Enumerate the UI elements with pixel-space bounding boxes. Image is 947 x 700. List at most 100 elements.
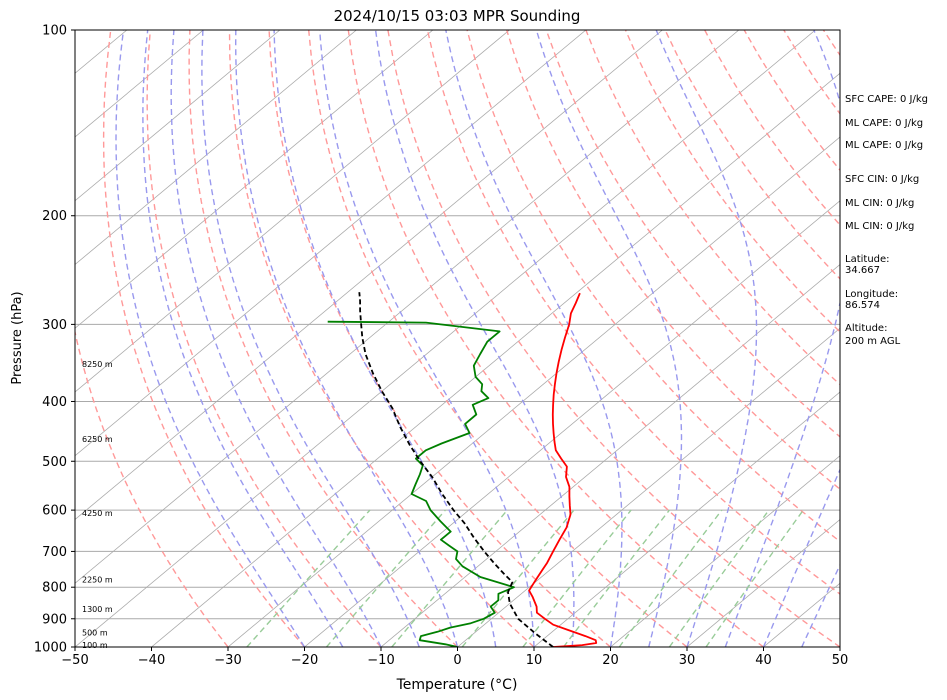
sfc-cin-label: SFC CIN: 0 J/kg [845, 174, 919, 185]
height-label: 2250 m [82, 576, 113, 585]
mixing-ratio-line [705, 509, 804, 647]
isotherm-line [75, 30, 587, 457]
isotherm-line [151, 72, 840, 647]
y-tick-label: 700 [42, 545, 67, 560]
dry-adiabat-line [347, 30, 764, 647]
moist-adiabat-line [234, 30, 459, 647]
height-label: 6250 m [82, 435, 113, 444]
x-axis: −50 −40 −30 −20 −10 0 10 20 30 40 50 [61, 647, 848, 668]
ml-cin-label-1: ML CIN: 0 J/kg [845, 198, 914, 209]
background-lines [75, 30, 947, 647]
moist-adiabat-line [374, 30, 575, 647]
isotherm-line [75, 30, 663, 521]
data-series [327, 292, 598, 647]
isotherm-line [75, 30, 281, 202]
isotherm-line [686, 518, 840, 647]
isotherm-line [380, 263, 840, 647]
moist-adiabat-line [535, 30, 683, 647]
dry-adiabat-line [268, 30, 611, 647]
dry-adiabat-line [942, 30, 947, 647]
dry-adiabat-line [387, 30, 840, 647]
dry-adiabat-line [188, 30, 458, 647]
dry-adiabat-line [228, 30, 535, 647]
y-tick-label: 500 [42, 455, 67, 470]
dry-adiabat-line [102, 30, 306, 647]
y-tick-label: 300 [42, 318, 67, 333]
x-tick-label: 20 [602, 653, 619, 668]
mixing-ratio-line [562, 509, 670, 647]
mixing-ratio-line [391, 509, 508, 647]
mixing-ratio-line [461, 509, 575, 647]
x-tick-label: 0 [453, 653, 461, 668]
isotherm-line [75, 30, 357, 266]
y-tick-label: 1000 [34, 641, 67, 656]
height-label: 1300 m [82, 605, 113, 614]
longitude-label: Longitude: [845, 289, 898, 300]
x-tick-label: 10 [526, 653, 543, 668]
y-axis: 1000 900 800 700 600 500 400 300 200 100 [34, 24, 75, 656]
y-tick-label: 900 [42, 612, 67, 627]
ml-cape-label-2: ML CAPE: 0 J/kg [845, 140, 923, 151]
moist-adiabat-line [142, 30, 344, 647]
height-labels: 100 m 500 m 1300 m 2250 m 4250 m 6250 m 8250 m [82, 360, 113, 650]
x-tick-label: 40 [755, 653, 772, 668]
moist-adiabat-line [273, 30, 497, 647]
isotherm-line [227, 136, 840, 647]
sfc-cape-label: SFC CAPE: 0 J/kg [845, 94, 928, 105]
latitude-label: Latitude: [845, 254, 890, 265]
height-label: 500 m [82, 629, 108, 638]
dry-adiabat-line [75, 328, 229, 647]
x-tick-label: −30 [214, 653, 241, 668]
dry-adiabat-line [308, 30, 688, 647]
latitude-value: 34.667 [845, 265, 880, 276]
x-axis-label: Temperature (°C) [396, 677, 518, 693]
x-tick-label: −10 [367, 653, 394, 668]
x-tick-label: −20 [291, 653, 318, 668]
sidebar-info: SFC CAPE: 0 J/kg ML CAPE: 0 J/kg ML CAPE… [845, 94, 928, 347]
parcel-profile [358, 292, 554, 647]
moist-adiabat-line [170, 30, 382, 647]
y-tick-label: 400 [42, 395, 67, 410]
mixing-ratio-line [325, 509, 446, 647]
x-tick-label: 50 [832, 653, 849, 668]
dry-adiabat-line [426, 30, 840, 595]
isotherm-line [75, 30, 204, 138]
height-label: 8250 m [82, 360, 113, 369]
y-tick-label: 200 [42, 209, 67, 224]
x-tick-label: 30 [679, 653, 696, 668]
mixing-ratio-line [522, 509, 632, 647]
isotherm-line [75, 30, 816, 647]
isotherm-line [304, 200, 840, 647]
dry-adiabat-line [506, 30, 840, 491]
moist-adiabat-line [115, 30, 306, 647]
altitude-value: 200 m AGL [845, 336, 901, 347]
ml-cin-label-2: ML CIN: 0 J/kg [845, 221, 914, 232]
isotherm-line [610, 455, 840, 647]
moist-adiabat-line [655, 30, 758, 647]
mixing-ratio-line [618, 509, 723, 647]
moist-adiabat-line [445, 30, 623, 647]
x-tick-label: −50 [61, 653, 88, 668]
altitude-label: Altitude: [845, 323, 887, 334]
isotherm-line [75, 30, 434, 329]
moist-adiabat-line [319, 30, 535, 647]
mixing-ratio-line [668, 509, 770, 647]
isotherm-line [533, 391, 840, 647]
dry-adiabat-line [466, 30, 840, 543]
dewpoint-profile [327, 320, 515, 647]
longitude-value: 86.574 [845, 300, 880, 311]
temperature-profile [528, 292, 598, 647]
y-axis-label: Pressure (hPa) [10, 291, 25, 384]
height-label: 100 m [82, 641, 108, 650]
isotherm-line [75, 30, 510, 393]
chart-title: 2024/10/15 03:03 MPR Sounding [334, 7, 581, 25]
moist-adiabat-line [201, 30, 420, 647]
dry-adiabat-line [146, 30, 382, 647]
isotherm-line [75, 30, 740, 584]
isotherm-line [457, 327, 840, 647]
ml-cape-label-1: ML CAPE: 0 J/kg [845, 118, 923, 129]
y-tick-label: 800 [42, 581, 67, 596]
y-tick-label: 100 [42, 24, 67, 39]
y-tick-label: 600 [42, 504, 67, 519]
